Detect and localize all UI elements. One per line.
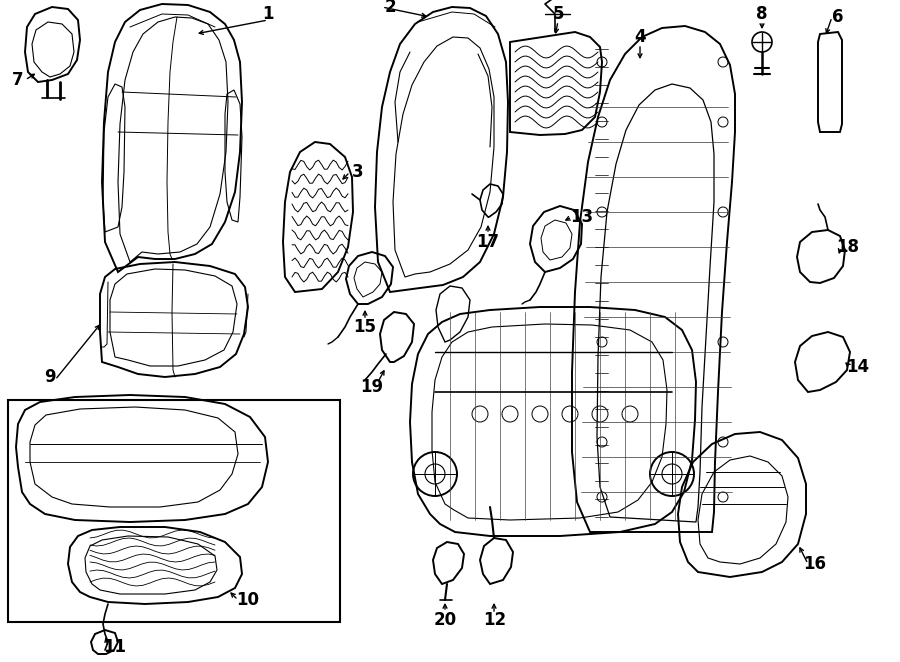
Text: 16: 16 bbox=[804, 555, 826, 573]
Text: 17: 17 bbox=[476, 233, 500, 251]
Text: 14: 14 bbox=[846, 358, 869, 376]
Text: 7: 7 bbox=[13, 71, 23, 89]
Text: 6: 6 bbox=[832, 8, 844, 26]
Text: 10: 10 bbox=[237, 591, 259, 609]
Text: 8: 8 bbox=[756, 5, 768, 23]
Text: 15: 15 bbox=[354, 318, 376, 336]
Text: 5: 5 bbox=[553, 5, 563, 23]
Text: 20: 20 bbox=[434, 611, 456, 629]
Text: 18: 18 bbox=[836, 238, 860, 256]
Text: 11: 11 bbox=[104, 638, 127, 656]
Bar bbox=[8, 400, 340, 622]
Text: 13: 13 bbox=[571, 208, 594, 226]
Text: 9: 9 bbox=[44, 368, 56, 386]
Text: 3: 3 bbox=[352, 163, 364, 181]
Text: 4: 4 bbox=[634, 28, 646, 46]
Text: 12: 12 bbox=[483, 611, 507, 629]
Text: 2: 2 bbox=[384, 0, 396, 16]
Text: 19: 19 bbox=[360, 378, 383, 396]
Text: 1: 1 bbox=[262, 5, 274, 23]
